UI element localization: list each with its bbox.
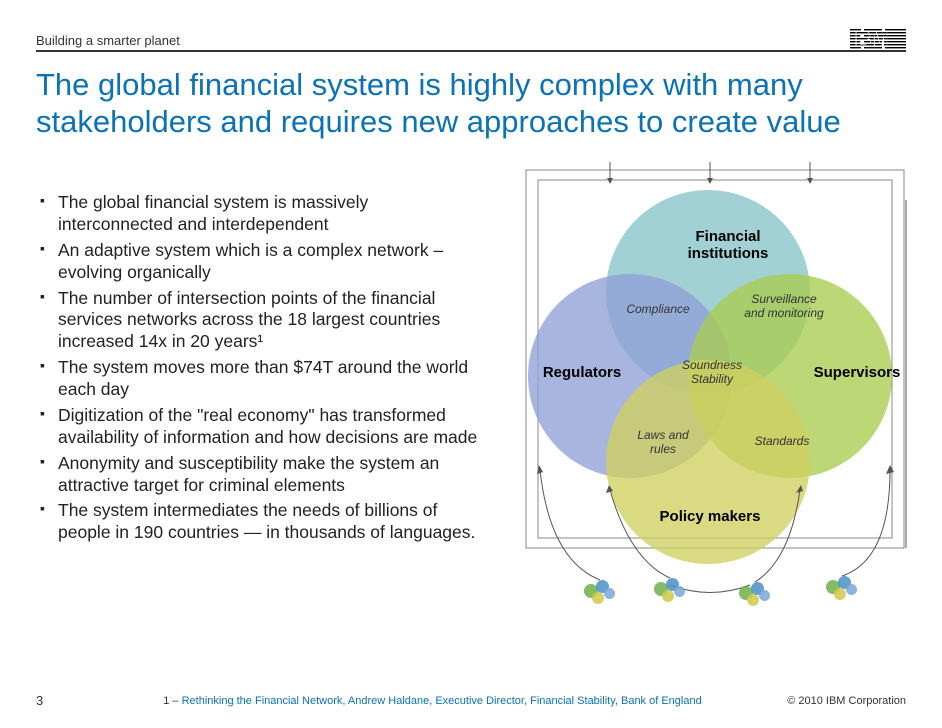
bullet-item: The system moves more than $74T around t… [40,357,480,401]
label-text: Regulators [543,364,621,381]
label-text: Compliance [626,302,689,316]
node-cluster [650,576,690,606]
venn-label-supervisors: Supervisors [802,364,912,381]
bullet-item: Digitization of the "real economy" has t… [40,405,480,449]
bullet-item: An adaptive system which is a complex ne… [40,240,480,284]
label-text: Soundness Stability [682,358,742,386]
slide-title: The global financial system is highly co… [36,66,906,140]
bullet-item: The system intermediates the needs of bi… [40,500,480,544]
label-text: Surveillance and monitoring [744,292,823,320]
label-text: Laws and rules [637,428,688,456]
header-tagline: Building a smarter planet [36,33,180,48]
venn-label-regulators: Regulators [532,364,632,381]
bullet-item: The global financial system is massively… [40,192,480,236]
citation-text: Rethinking the Financial Network, Andrew… [182,695,702,707]
venn-sublabel: Compliance [618,302,698,316]
page-number: 3 [36,693,43,708]
footer-citation: 1 – Rethinking the Financial Network, An… [163,695,787,707]
slide-footer: 3 1 – Rethinking the Financial Network, … [36,693,906,708]
venn-sublabel: Surveillance and monitoring [734,292,834,320]
slide-header: Building a smarter planet IBM [36,28,906,52]
header-rule [36,50,906,52]
ibm-logo: IBM IBM [850,29,906,51]
bullet-item: Anonymity and susceptibility make the sy… [40,453,480,497]
node-cluster [735,580,775,610]
venn-label-financial: Financial institutions [668,228,788,262]
label-text: Policy makers [660,508,761,525]
footer-copyright: © 2010 IBM Corporation [787,695,906,707]
label-text: Standards [755,434,810,448]
venn-sublabel: Laws and rules [628,428,698,456]
svg-text:IBM: IBM [851,29,887,51]
citation-prefix: 1 – [163,695,181,707]
node-cluster [822,574,862,604]
venn-sublabel: Standards [742,434,822,448]
venn-label-policy: Policy makers [650,508,770,525]
label-text: Supervisors [814,364,901,381]
node-cluster [580,578,620,608]
bullet-area: The global financial system is massively… [40,192,480,548]
bullet-list: The global financial system is massively… [40,192,480,544]
label-text: Financial institutions [688,228,769,262]
venn-sublabel: Soundness Stability [672,358,752,386]
bullet-item: The number of intersection points of the… [40,288,480,354]
venn-diagram: Financial institutions Regulators Superv… [490,180,920,600]
